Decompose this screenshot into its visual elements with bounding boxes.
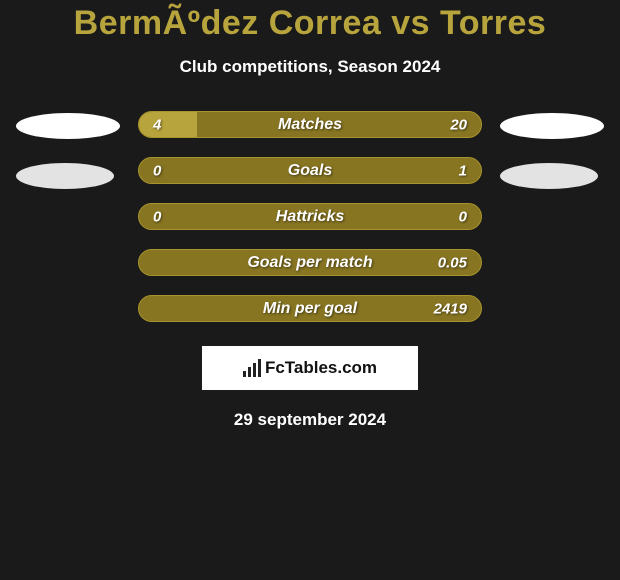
bar-value-right: 0.05 <box>438 254 467 271</box>
bar-value-left: 4 <box>153 116 161 133</box>
bar-label: Hattricks <box>276 208 344 226</box>
left-oval-column <box>16 111 120 189</box>
stat-bar: Min per goal 2419 <box>138 295 482 322</box>
bar-value-right: 0 <box>459 208 467 225</box>
bar-value-left: 0 <box>153 208 161 225</box>
bar-label: Matches <box>278 116 342 134</box>
bar-value-left: 0 <box>153 162 161 179</box>
right-oval-column <box>500 111 604 189</box>
stat-bars: 4 Matches 20 0 Goals 1 0 Hattricks 0 Goals per ma… <box>138 111 482 322</box>
bar-label: Goals <box>288 162 332 180</box>
stat-bar: 0 Goals 1 <box>138 157 482 184</box>
bar-value-right: 1 <box>459 162 467 179</box>
bar-value-right: 20 <box>450 116 467 133</box>
page-title: BermÃºdez Correa vs Torres <box>0 4 620 43</box>
stat-bar: 4 Matches 20 <box>138 111 482 138</box>
stat-bar: 0 Hattricks 0 <box>138 203 482 230</box>
bar-value-right: 2419 <box>434 300 467 317</box>
bar-label: Min per goal <box>263 300 357 318</box>
stats-area: 4 Matches 20 0 Goals 1 0 Hattricks 0 Goals per ma… <box>0 111 620 322</box>
date-label: 29 september 2024 <box>0 410 620 430</box>
subtitle: Club competitions, Season 2024 <box>0 57 620 77</box>
player-marker-oval <box>500 113 604 139</box>
brand-text: FcTables.com <box>265 358 377 378</box>
bar-label: Goals per match <box>247 254 372 272</box>
brand-bars-icon <box>243 359 261 377</box>
player-marker-oval <box>500 163 598 189</box>
player-marker-oval <box>16 163 114 189</box>
footer-brand-box: FcTables.com <box>202 346 418 390</box>
bar-fill-left <box>139 112 197 137</box>
player-marker-oval <box>16 113 120 139</box>
stat-bar: Goals per match 0.05 <box>138 249 482 276</box>
